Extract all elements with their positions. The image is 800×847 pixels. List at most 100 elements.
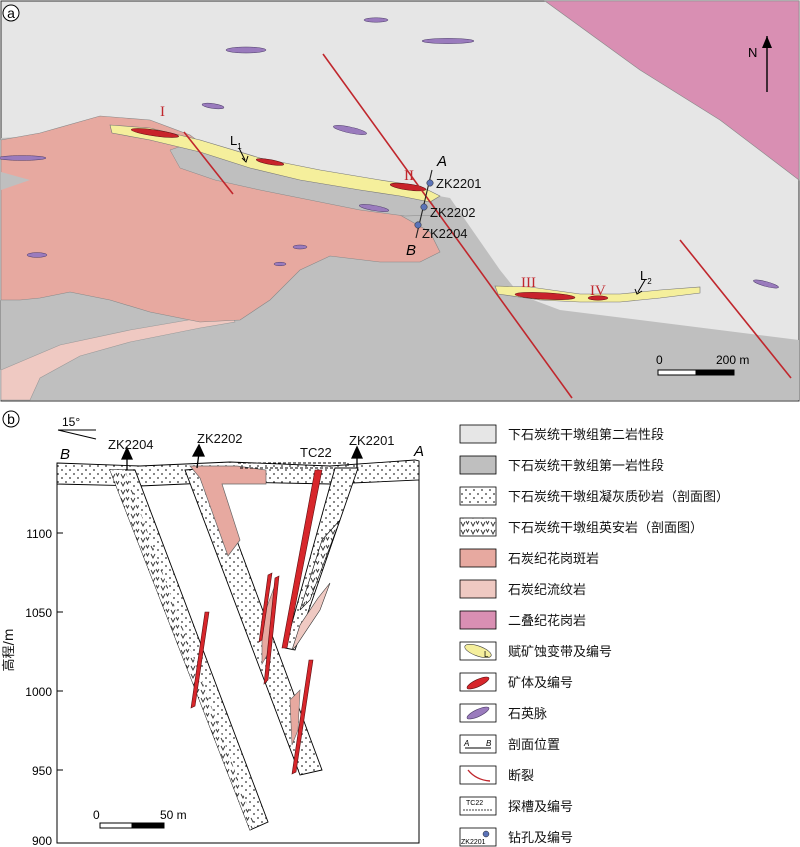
l2-leader: [637, 279, 646, 293]
panel-b-label: b: [7, 411, 15, 427]
legend-label-andesite: 下石炭统干墩组英安岩（剖面图）: [508, 521, 703, 536]
quartz-vein: [333, 125, 367, 135]
section-scale-end: 50 m: [160, 808, 187, 822]
quartz-vein: [26, 252, 48, 258]
legend-alteration-sym: L: [484, 650, 489, 659]
legend-label-fm2: 下石炭统干墩组第二岩性段: [508, 428, 664, 443]
quartz-veins-map: [0, 17, 779, 289]
orebody-label-iii: III: [521, 275, 536, 291]
legend-label-quartz: 石英脉: [508, 707, 547, 722]
legend-section-sym-a: A: [463, 739, 469, 748]
fault-line: [679, 239, 792, 379]
legend-label-alteration: 赋矿蚀变带及编号: [508, 644, 612, 660]
drillhole-zk2202-map: [420, 203, 428, 211]
legend-label-section: 剖面位置: [508, 738, 560, 753]
section-frame: [56, 461, 420, 844]
y-axis-ticks: [57, 532, 63, 771]
map-scale-start: 0: [656, 353, 663, 367]
legend-section-sym-b: B: [486, 739, 492, 748]
fault-line: [322, 53, 573, 399]
drillhole-label-zk2201: ZK2201: [436, 176, 482, 191]
y-axis-label: 高程/m: [1, 628, 17, 671]
legend-swatch-fm1: [459, 455, 497, 475]
section-end-a-label: A: [436, 153, 447, 170]
quartz-vein: [358, 204, 390, 212]
legend-trench-sym: TC22: [466, 800, 483, 807]
map-scale-bar: [657, 369, 735, 376]
legend-swatch-permian: [459, 610, 497, 630]
fault-line: [183, 131, 234, 195]
orebody-label-iv: IV: [590, 283, 606, 299]
hole-label-zk2204: ZK2204: [108, 437, 154, 452]
north-label: N: [748, 45, 757, 60]
alteration-label-l2: L2: [640, 268, 652, 286]
andesite-lens: [291, 582, 331, 651]
orebody-iv: [587, 295, 609, 301]
orebody-lens: [281, 469, 323, 649]
granite-porphyry-sliver-2: [289, 689, 301, 746]
orebody-i: [130, 128, 180, 138]
dip-label: 15°: [62, 415, 80, 429]
hole-label-zk2201: ZK2201: [349, 433, 395, 448]
y-tick-900: 900: [32, 834, 52, 847]
orebody-l1-lens: [255, 158, 285, 166]
borehole-collars: [120, 443, 364, 470]
formation-member-2-patch: [1, 172, 30, 190]
legend-swatch-fault: [459, 765, 497, 785]
orebodies-map: [130, 128, 609, 301]
north-arrow: [762, 36, 772, 92]
map-scale-end: 200 m: [716, 353, 749, 367]
orebody-label-ii: II: [404, 168, 414, 184]
panel-b-badge: [2, 410, 20, 428]
legend-label-permian: 二叠纪花岗岩: [508, 613, 586, 629]
l1-leader: [238, 147, 246, 161]
legend-drillhole-sym: ZK2201: [461, 839, 486, 846]
orebody-ii: [389, 182, 427, 192]
borehole-zk2204-andesite: [110, 470, 255, 830]
quartz-vein: [753, 279, 779, 289]
drillhole-zk2201-map: [426, 179, 434, 187]
legend: L A B TC22 ZK2201 下石炭统干墩组第二岩性段 下石炭统干敦组第一…: [459, 424, 729, 847]
legend-swatch-trench: [459, 796, 497, 816]
legend-quartz-shape: [466, 706, 490, 720]
legend-label-rhyolite: 石炭纪流纹岩: [508, 583, 586, 598]
legend-swatch-fm2: [459, 424, 497, 444]
y-tick-1100: 1100: [26, 527, 52, 541]
y-tick-1000: 1000: [25, 685, 52, 699]
drillhole-label-zk2204: ZK2204: [422, 226, 468, 241]
legend-label-fm1: 下石炭统干敦组第一岩性段: [508, 458, 664, 474]
quartz-vein: [225, 46, 267, 54]
legend-orebody-shape: [466, 676, 490, 690]
quartz-vein: [421, 38, 475, 44]
y-tick-950: 950: [32, 764, 52, 778]
granite-porphyry-section: [189, 465, 267, 557]
legend-label-trench: 探槽及编号: [508, 800, 573, 815]
trench-tc22: [238, 462, 349, 469]
section-end-b-label: B: [60, 446, 70, 463]
l1-arrow: [241, 155, 249, 163]
orebody-lens: [263, 575, 280, 685]
orebodies-section: [190, 469, 323, 775]
section-scale-bar: [99, 822, 165, 829]
drillhole-label-zk2202: ZK2202: [430, 205, 476, 220]
quartz-vein: [201, 102, 225, 110]
dip-indicator: [57, 429, 97, 440]
quartz-vein: [273, 261, 287, 267]
legend-swatch-porphyry: [459, 548, 497, 568]
legend-label-drillhole: 钻孔及编号: [508, 831, 573, 846]
orebody-iii: [514, 292, 576, 300]
y-tick-1050: 1050: [25, 606, 52, 620]
section-scale-start: 0: [93, 808, 100, 822]
quartz-vein: [363, 17, 389, 23]
legend-label-porphyry: 石炭纪花岗斑岩: [508, 551, 599, 567]
section-end-a-label: A: [413, 443, 424, 460]
section-end-b-label: B: [406, 242, 416, 259]
orebody-lens: [190, 611, 210, 709]
panel-a-map: a I II III IV L1 L2 A B ZK2201 ZK2202 ZK…: [0, 0, 800, 402]
panel-a-badge: [2, 4, 20, 22]
legend-label-orebody: 矿体及编号: [508, 676, 573, 691]
legend-drillhole-dot: [482, 830, 490, 838]
legend-label-fault: 断裂: [508, 769, 534, 784]
legend-label-tuff: 下石炭统干墩组凝灰质砂岩（剖面图）: [508, 489, 729, 505]
alteration-label-l1: L1: [230, 133, 242, 151]
